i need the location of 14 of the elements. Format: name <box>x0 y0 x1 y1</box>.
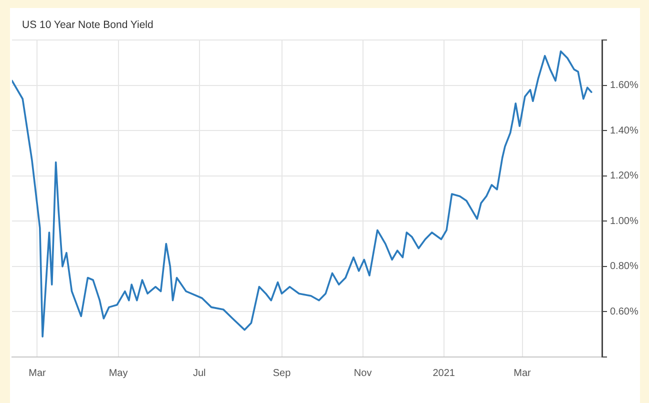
x-tick-label: Nov <box>354 368 372 379</box>
x-tick-label: Mar <box>28 368 47 379</box>
y-tick-label: 0.80% <box>610 261 638 272</box>
x-tick-label: Jul <box>192 368 206 379</box>
x-tick-label: 2021 <box>432 368 456 379</box>
x-tick-label: Sep <box>272 368 292 379</box>
x-tick-label: Mar <box>514 368 532 379</box>
y-tick-label: 1.00% <box>610 216 638 227</box>
chart-title: US 10 Year Note Bond Yield <box>22 19 154 32</box>
y-tick-label: 1.40% <box>610 125 638 136</box>
y-tick-label: 1.60% <box>610 80 638 92</box>
x-tick-label: May <box>108 368 128 379</box>
y-tick-label: 0.60% <box>610 306 638 318</box>
y-tick-label: 1.20% <box>610 170 638 182</box>
